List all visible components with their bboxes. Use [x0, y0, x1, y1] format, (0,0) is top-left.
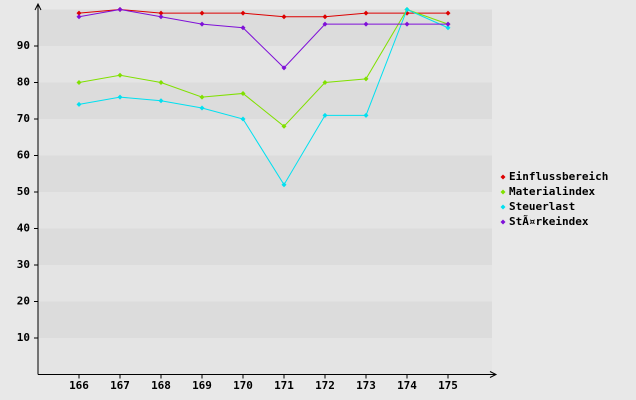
line	[78, 8, 448, 69]
y-axis-arrow	[34, 2, 42, 11]
point	[281, 65, 287, 71]
point	[76, 14, 82, 20]
point	[363, 21, 369, 27]
x-tick-label: 168	[151, 379, 171, 392]
point	[281, 14, 287, 20]
x-tick-label: 174	[397, 379, 417, 392]
line	[78, 8, 449, 127]
x-tick-label: 166	[69, 379, 89, 392]
point	[240, 90, 246, 96]
point	[117, 7, 123, 12]
y-tick-label: 90	[17, 39, 30, 52]
y-tick-label: 70	[17, 112, 30, 125]
grid-band	[38, 301, 492, 338]
point	[199, 21, 205, 27]
grid-band	[38, 119, 492, 156]
x-tick-label: 175	[438, 379, 458, 392]
y-tick-label: 40	[17, 222, 30, 235]
grid-band	[38, 265, 492, 302]
grid-band	[38, 338, 492, 375]
x-tick-label: 171	[274, 379, 294, 392]
line	[78, 8, 449, 186]
point	[76, 101, 82, 107]
grid-band	[38, 155, 492, 192]
point	[199, 94, 205, 100]
point	[445, 21, 451, 27]
legend-marker	[500, 189, 506, 195]
point	[158, 98, 164, 104]
point	[240, 116, 246, 122]
y-tick-label: 80	[17, 76, 30, 89]
legend-marker	[500, 174, 506, 180]
point	[281, 182, 287, 188]
x-tick-label: 173	[356, 379, 376, 392]
grid-band	[38, 46, 492, 83]
point	[158, 14, 164, 20]
point	[76, 80, 82, 85]
point	[158, 10, 164, 16]
point	[158, 80, 164, 85]
point	[445, 10, 451, 16]
point	[445, 25, 451, 31]
point	[240, 10, 246, 16]
grid-band	[38, 82, 492, 119]
point	[76, 10, 82, 16]
grid-band	[38, 228, 492, 265]
point	[322, 112, 328, 118]
line	[78, 8, 448, 18]
point	[404, 7, 410, 12]
point	[363, 112, 369, 118]
point	[322, 21, 328, 27]
y-tick-label: 50	[17, 185, 30, 198]
x-tick-label: 172	[315, 379, 335, 392]
x-tick-label: 170	[233, 379, 253, 392]
point	[117, 72, 123, 78]
y-tick-label: 20	[17, 295, 30, 308]
x-axis-arrow	[489, 371, 498, 378]
point	[404, 21, 410, 27]
point	[363, 10, 369, 16]
legend-label: Steuerlast	[509, 200, 575, 213]
point	[322, 14, 328, 20]
x-tick-label: 169	[192, 379, 212, 392]
legend-marker	[500, 219, 506, 225]
y-tick-label: 10	[17, 331, 30, 344]
point	[199, 105, 205, 111]
point	[281, 123, 287, 129]
legend-label: Einflussbereich	[509, 170, 608, 183]
x-tick-label: 167	[110, 379, 130, 392]
point	[240, 25, 246, 31]
point	[117, 94, 123, 100]
point	[199, 10, 205, 16]
grid-band	[38, 192, 492, 229]
point	[363, 76, 369, 82]
legend-marker	[500, 204, 506, 210]
point	[322, 80, 328, 85]
legend-label: Materialindex	[509, 185, 595, 198]
y-tick-label: 60	[17, 149, 30, 162]
legend-label: StÃ¤rkeindex	[509, 215, 589, 228]
y-tick-label: 30	[17, 258, 30, 271]
